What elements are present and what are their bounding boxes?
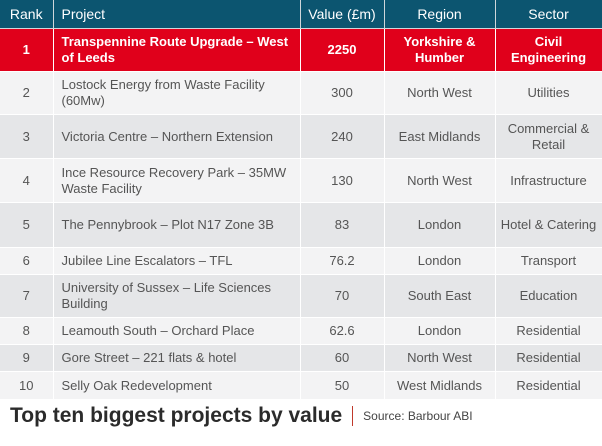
cell-region: London: [384, 317, 496, 345]
cell-rank: 6: [0, 247, 54, 275]
cell-rank: 7: [0, 274, 54, 318]
cell-region: London: [384, 247, 496, 275]
cell-value: 62.6: [300, 317, 385, 345]
header-rank: Rank: [0, 0, 54, 29]
cell-value: 50: [300, 371, 385, 400]
caption: Top ten biggest projects by value Source…: [10, 404, 473, 428]
cell-sector: Residential: [495, 344, 602, 372]
header-project: Project: [53, 0, 301, 29]
header-region: Region: [384, 0, 496, 29]
table-row: 7 University of Sussex – Life Sciences Bu…: [0, 274, 602, 318]
cell-rank: 9: [0, 344, 54, 372]
cell-sector: Residential: [495, 371, 602, 400]
cell-value: 60: [300, 344, 385, 372]
cell-value: 70: [300, 274, 385, 318]
cell-project: Jubilee Line Escalators – TFL: [53, 247, 301, 275]
cell-region: Yorkshire & Humber: [384, 28, 496, 72]
cell-region: North West: [384, 344, 496, 372]
cell-region: East Midlands: [384, 114, 496, 159]
cell-sector: Transport: [495, 247, 602, 275]
table-row: 2 Lostock Energy from Waste Facility (60M…: [0, 71, 602, 115]
cell-project: Selly Oak Redevelopment: [53, 371, 301, 400]
cell-project: Victoria Centre – Northern Extension: [53, 114, 301, 159]
cell-value: 76.2: [300, 247, 385, 275]
table-row: 3 Victoria Centre – Northern Extension 240…: [0, 114, 602, 159]
cell-sector: Education: [495, 274, 602, 318]
caption-title: Top ten biggest projects by value: [10, 404, 343, 427]
cell-sector: Hotel & Catering: [495, 202, 602, 248]
cell-region: London: [384, 202, 496, 248]
table-row: 1 Transpennine Route Upgrade – West of Le…: [0, 28, 602, 72]
cell-rank: 5: [0, 202, 54, 248]
table-row: 10 Selly Oak Redevelopment 50 West Midlands…: [0, 371, 602, 400]
cell-sector: Commercial & Retail: [495, 114, 602, 159]
cell-region: West Midlands: [384, 371, 496, 400]
cell-value: 130: [300, 158, 385, 203]
cell-sector: Infrastructure: [495, 158, 602, 203]
table-row: 4 Ince Resource Recovery Park – 35MW Wast…: [0, 158, 602, 203]
table-row: 6 Jubilee Line Escalators – TFL 76.2 London…: [0, 247, 602, 275]
table-row: 8 Leamouth South – Orchard Place 62.6 Londo…: [0, 317, 602, 345]
cell-sector: Residential: [495, 317, 602, 345]
cell-project: Gore Street – 221 flats & hotel: [53, 344, 301, 372]
cell-region: North West: [384, 71, 496, 115]
cell-value: 300: [300, 71, 385, 115]
caption-source: Source: Barbour ABI: [363, 409, 473, 423]
cell-rank: 2: [0, 71, 54, 115]
cell-value: 83: [300, 202, 385, 248]
header-value: Value (£m): [300, 0, 385, 29]
cell-sector: Utilities: [495, 71, 602, 115]
cell-project: The Pennybrook – Plot N17 Zone 3B: [53, 202, 301, 248]
cell-project: Ince Resource Recovery Park – 35MW Waste…: [53, 158, 301, 203]
cell-rank: 8: [0, 317, 54, 345]
cell-sector: Civil Engineering: [495, 28, 602, 72]
cell-rank: 10: [0, 371, 54, 400]
cell-region: South East: [384, 274, 496, 318]
header-row: Rank Project Value (£m) Region Sector: [0, 0, 602, 29]
header-sector: Sector: [495, 0, 602, 29]
cell-rank: 1: [0, 28, 54, 72]
cell-value: 240: [300, 114, 385, 159]
cell-region: North West: [384, 158, 496, 203]
table-row: 9 Gore Street – 221 flats & hotel 60 North …: [0, 344, 602, 372]
cell-rank: 3: [0, 114, 54, 159]
caption-divider: [352, 406, 354, 426]
cell-value: 2250: [300, 28, 385, 72]
cell-rank: 4: [0, 158, 54, 203]
cell-project: Transpennine Route Upgrade – West of Lee…: [53, 28, 301, 72]
table-row: 5 The Pennybrook – Plot N17 Zone 3B 83 Lond…: [0, 202, 602, 248]
cell-project: Lostock Energy from Waste Facility (60Mw…: [53, 71, 301, 115]
cell-project: University of Sussex – Life Sciences Bui…: [53, 274, 301, 318]
cell-project: Leamouth South – Orchard Place: [53, 317, 301, 345]
